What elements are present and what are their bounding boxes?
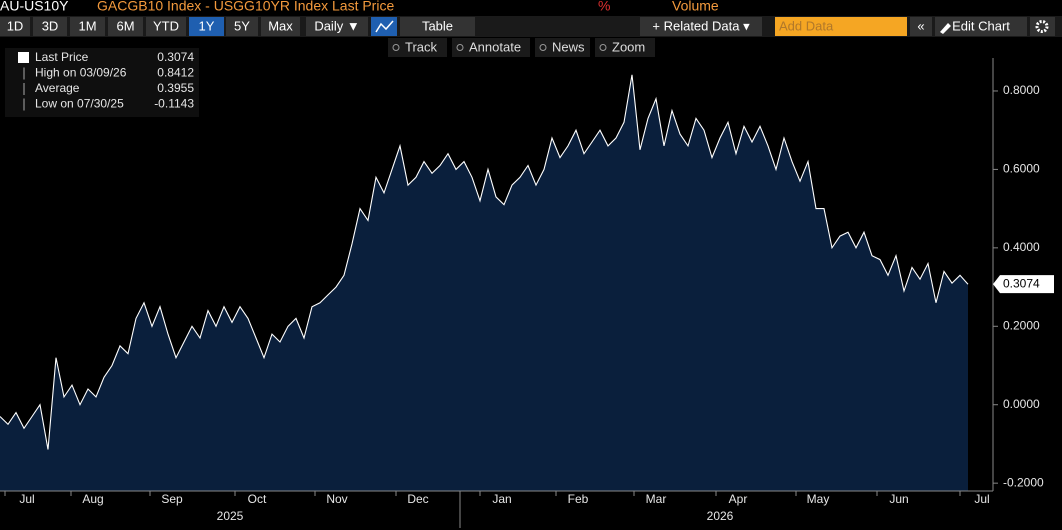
related-button[interactable] — [640, 17, 762, 36]
legend-box — [5, 48, 199, 117]
period-label: 1Y — [199, 18, 215, 33]
area — [0, 74, 968, 492]
legend-label: Last Price — [35, 50, 89, 64]
last-price-label: 0.3074 — [1003, 276, 1040, 290]
tool-button[interactable] — [595, 38, 655, 57]
legend-value: 0.8412 — [157, 66, 194, 80]
y-tick-label: 0.6000 — [1003, 162, 1040, 176]
legend-value: 0.3074 — [157, 50, 194, 64]
x-tick-label: May — [807, 492, 830, 506]
last-price-tag — [993, 275, 1054, 294]
period-button[interactable] — [70, 17, 105, 36]
tool-label: Annotate — [469, 39, 521, 54]
legend-swatch — [18, 52, 29, 63]
collapse-button[interactable] — [910, 17, 932, 36]
tool-label: Zoom — [612, 39, 645, 54]
tool-label: News — [552, 39, 585, 54]
x-tick-label: Jan — [492, 492, 511, 506]
y-tick-label: 0.2000 — [1003, 318, 1040, 332]
x-tick-label: Jul — [974, 492, 989, 506]
tool-icon — [392, 44, 400, 51]
tool-button[interactable] — [535, 38, 590, 57]
title-ticker: AU-US10Y — [0, 0, 69, 14]
x-tick-label: Apr — [729, 492, 748, 506]
price-line — [0, 74, 969, 450]
related-label: + Related Data ▾ — [652, 18, 750, 33]
add-data-button[interactable] — [775, 17, 907, 36]
x-tick-label: Sep — [161, 492, 183, 506]
title-expression: GACGB10 Index - USGG10YR Index Last Pric… — [97, 0, 394, 14]
legend-value: -0.1143 — [154, 97, 194, 111]
tool-icon — [456, 44, 464, 51]
period-button[interactable] — [108, 17, 143, 36]
period-button[interactable] — [0, 17, 30, 36]
title-percent: % — [598, 0, 610, 14]
settings-button[interactable] — [1030, 17, 1055, 36]
x-tick-label: Nov — [326, 492, 347, 506]
legend-label: High on 03/09/26 — [35, 66, 127, 80]
tool-label: Track — [405, 39, 438, 54]
y-tick-label: -0.2000 — [1003, 475, 1044, 489]
table-button[interactable] — [400, 17, 475, 36]
legend-label: Low on 07/30/25 — [35, 97, 124, 111]
x-tick-label: Jun — [889, 492, 908, 506]
x-tick-label: Oct — [248, 492, 267, 506]
legend-value: 0.3955 — [157, 81, 194, 95]
period-label: 6M — [116, 18, 134, 33]
legend-label: Average — [35, 81, 80, 95]
frequency-button[interactable] — [306, 17, 368, 36]
period-button[interactable] — [261, 17, 300, 36]
period-label: Max — [268, 18, 293, 33]
add-data-label: Add Data — [779, 18, 834, 33]
tool-button[interactable] — [388, 38, 447, 57]
pencil-icon — [940, 23, 951, 34]
x-axis-bg — [0, 491, 1062, 530]
frequency-label: Daily ▼ — [314, 18, 359, 33]
gear-icon — [1035, 20, 1049, 33]
edit-label: Edit Chart — [952, 18, 1010, 33]
chart-icon — [375, 20, 394, 33]
period-label: 1M — [78, 18, 96, 33]
year-label: 2026 — [707, 509, 734, 523]
period-button[interactable] — [146, 17, 186, 36]
period-button[interactable] — [33, 17, 67, 36]
title-bar — [0, 0, 1062, 17]
x-tick-label: Feb — [568, 492, 589, 506]
period-button[interactable] — [226, 17, 258, 36]
collapse-label: « — [917, 18, 924, 33]
period-label: 3D — [42, 18, 59, 33]
period-button[interactable] — [189, 17, 224, 36]
y-tick-label: 0.4000 — [1003, 240, 1040, 254]
x-tick-label: Mar — [646, 492, 667, 506]
x-tick-label: Jul — [19, 492, 34, 506]
period-label: 1D — [7, 18, 24, 33]
title-volume: Volume — [672, 0, 719, 14]
year-label: 2025 — [217, 509, 244, 523]
tool-button[interactable] — [452, 38, 530, 57]
edit-button[interactable] — [935, 17, 1027, 36]
tool-icon — [599, 44, 607, 51]
y-tick-label: 0.0000 — [1003, 397, 1040, 411]
y-tick-label: 0.8000 — [1003, 83, 1040, 97]
x-tick-label: Dec — [407, 492, 428, 506]
period-label: YTD — [153, 18, 179, 33]
table-label: Table — [422, 18, 453, 33]
x-tick-label: Aug — [82, 492, 103, 506]
period-label: 5Y — [234, 18, 250, 33]
tool-icon — [539, 44, 547, 51]
